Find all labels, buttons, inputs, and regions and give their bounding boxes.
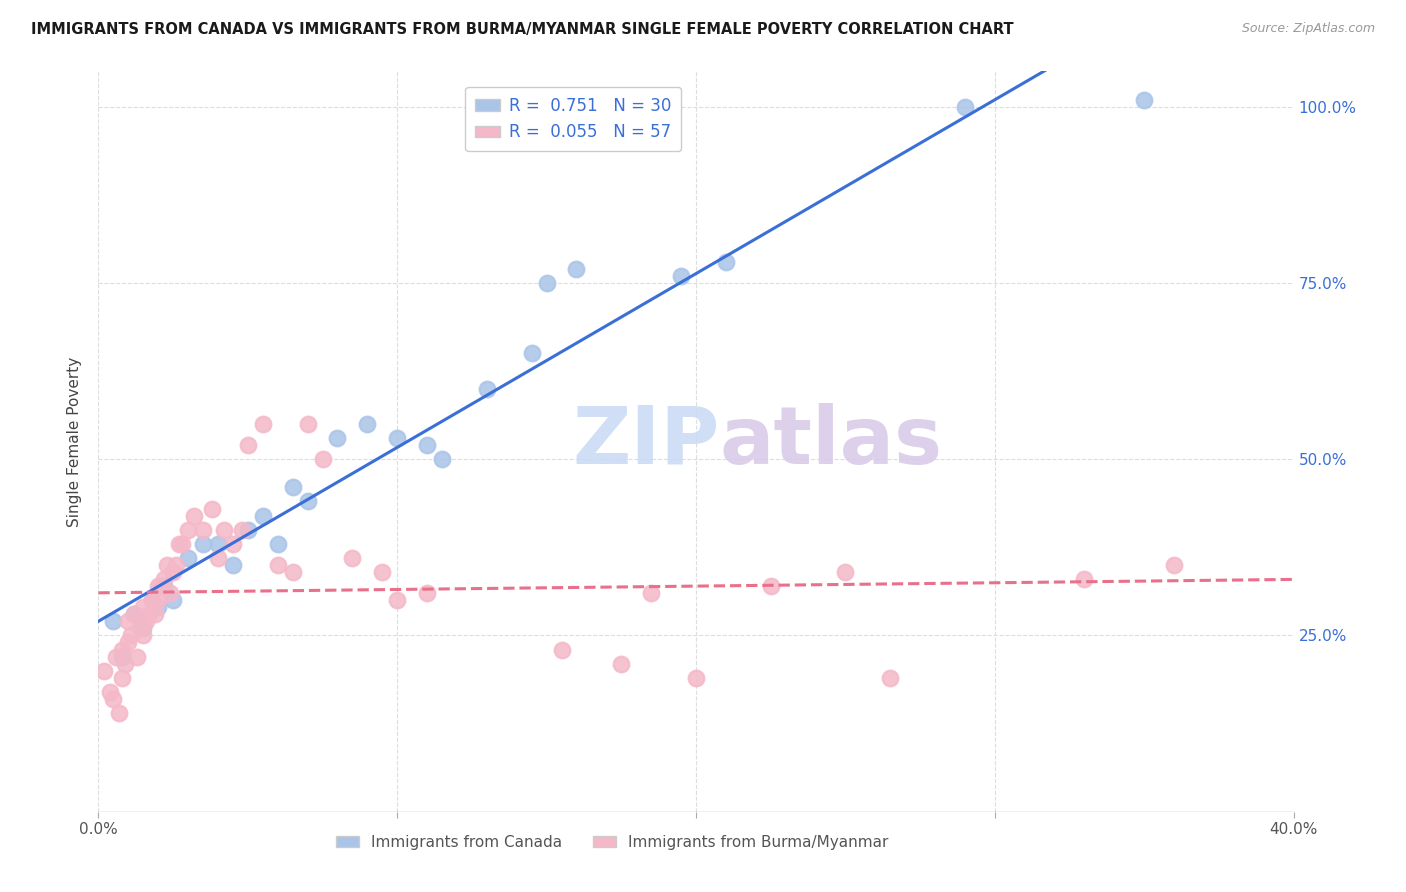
Point <box>93 664 115 678</box>
Point <box>138 607 160 622</box>
Point <box>105 649 128 664</box>
Text: atlas: atlas <box>720 402 943 481</box>
Point <box>640 586 662 600</box>
Point <box>162 593 184 607</box>
Point <box>111 642 134 657</box>
Point <box>385 431 409 445</box>
Point <box>669 268 692 283</box>
Point <box>129 621 152 635</box>
Point <box>103 692 125 706</box>
Point <box>326 431 349 445</box>
Point <box>565 261 588 276</box>
Point <box>162 565 184 579</box>
Point <box>281 480 304 494</box>
Point <box>124 607 146 622</box>
Point <box>371 565 394 579</box>
Point <box>610 657 633 671</box>
Point <box>297 494 319 508</box>
Point <box>111 649 134 664</box>
Point <box>714 254 737 268</box>
Point <box>1163 558 1185 572</box>
Point <box>148 593 170 607</box>
Point <box>159 586 181 600</box>
Point <box>156 558 179 572</box>
Point <box>222 558 245 572</box>
Text: ZIP: ZIP <box>572 402 720 481</box>
Point <box>252 417 274 431</box>
Point <box>252 508 274 523</box>
Point <box>207 537 229 551</box>
Point <box>143 607 166 622</box>
Point <box>111 671 134 685</box>
Point <box>342 550 364 565</box>
Point <box>311 452 333 467</box>
Point <box>267 558 290 572</box>
Point <box>879 671 901 685</box>
Point <box>550 642 572 657</box>
Point <box>148 579 170 593</box>
Point <box>124 607 146 622</box>
Point <box>416 586 439 600</box>
Point <box>231 523 253 537</box>
Point <box>416 438 439 452</box>
Point <box>132 628 155 642</box>
Point <box>120 628 142 642</box>
Point <box>297 417 319 431</box>
Point <box>281 565 304 579</box>
Text: Source: ZipAtlas.com: Source: ZipAtlas.com <box>1241 22 1375 36</box>
Point <box>135 615 157 629</box>
Point <box>117 635 139 649</box>
Text: IMMIGRANTS FROM CANADA VS IMMIGRANTS FROM BURMA/MYANMAR SINGLE FEMALE POVERTY CO: IMMIGRANTS FROM CANADA VS IMMIGRANTS FRO… <box>31 22 1014 37</box>
Point <box>1133 93 1156 107</box>
Point <box>132 600 155 615</box>
Point <box>153 572 176 586</box>
Point <box>201 501 224 516</box>
Point <box>191 537 214 551</box>
Point <box>177 550 200 565</box>
Point <box>1073 572 1095 586</box>
Point <box>236 438 259 452</box>
Point <box>153 579 176 593</box>
Point <box>759 579 782 593</box>
Point <box>108 706 131 720</box>
Point <box>953 100 976 114</box>
Point <box>183 508 205 523</box>
Point <box>430 452 453 467</box>
Point <box>236 523 259 537</box>
Point <box>475 382 498 396</box>
Point <box>177 523 200 537</box>
Point <box>98 685 122 699</box>
Point <box>191 523 214 537</box>
Point <box>172 537 194 551</box>
Point <box>520 346 543 360</box>
Point <box>141 593 163 607</box>
Point <box>207 550 229 565</box>
Point <box>150 579 173 593</box>
Point <box>132 621 155 635</box>
Point <box>167 537 190 551</box>
Y-axis label: Single Female Poverty: Single Female Poverty <box>67 357 83 526</box>
Point <box>356 417 378 431</box>
Point <box>148 600 170 615</box>
Point <box>212 523 235 537</box>
Point <box>536 276 558 290</box>
Point <box>114 657 136 671</box>
Legend: Immigrants from Canada, Immigrants from Burma/Myanmar: Immigrants from Canada, Immigrants from … <box>330 829 894 856</box>
Point <box>834 565 856 579</box>
Point <box>385 593 409 607</box>
Point <box>267 537 290 551</box>
Point <box>165 558 187 572</box>
Point <box>103 615 125 629</box>
Point <box>117 615 139 629</box>
Point <box>685 671 707 685</box>
Point <box>141 593 163 607</box>
Point <box>222 537 245 551</box>
Point <box>127 649 149 664</box>
